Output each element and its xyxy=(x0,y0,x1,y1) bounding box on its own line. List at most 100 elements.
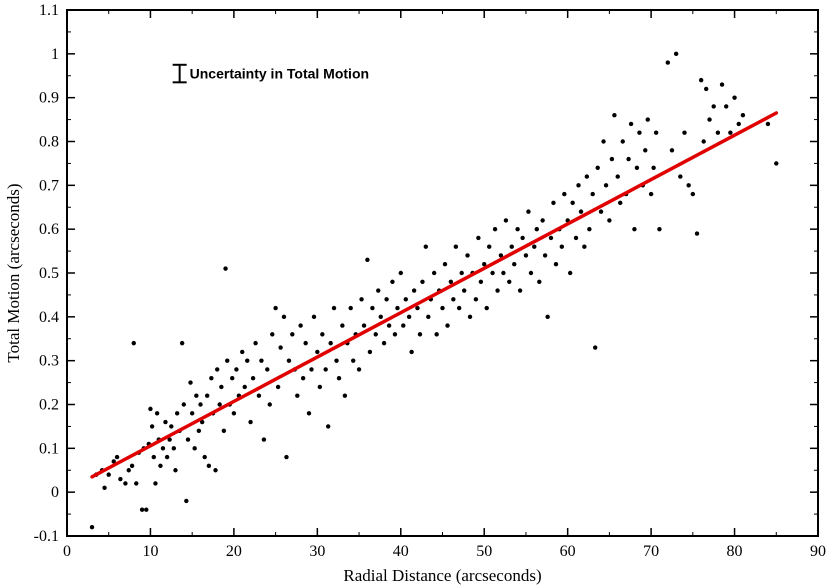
data-point xyxy=(461,288,467,293)
data-point xyxy=(160,446,166,451)
points-layer xyxy=(89,51,779,530)
data-point xyxy=(215,367,220,372)
data-point xyxy=(202,454,207,460)
data-point xyxy=(517,288,523,293)
data-point xyxy=(356,367,362,372)
data-point xyxy=(144,507,149,512)
data-point xyxy=(545,314,550,320)
data-point xyxy=(151,454,156,460)
data-point xyxy=(221,428,227,433)
data-point xyxy=(701,139,706,144)
data-point xyxy=(578,209,584,214)
data-point xyxy=(386,323,392,328)
data-point xyxy=(487,244,492,249)
data-point xyxy=(173,468,178,473)
data-point xyxy=(426,314,431,320)
data-point xyxy=(158,463,163,469)
data-point xyxy=(192,446,197,451)
data-point xyxy=(540,218,545,223)
data-point xyxy=(515,226,520,232)
data-point xyxy=(593,345,598,350)
data-point xyxy=(465,253,470,258)
fit-line-layer xyxy=(90,111,779,479)
data-point xyxy=(507,279,512,284)
data-point xyxy=(715,130,721,135)
data-point xyxy=(376,288,381,293)
data-point xyxy=(298,323,303,328)
data-point xyxy=(398,270,403,276)
data-point xyxy=(703,86,709,92)
data-point xyxy=(520,235,525,241)
data-point xyxy=(473,297,479,302)
data-point xyxy=(411,288,417,293)
data-point xyxy=(359,297,364,302)
y-axis-ticks: -0.1 0 0.1 0.2 0.3 0.4 0.5 0.6 0.7 0.8 0.9 1 1.1 xyxy=(34,2,818,545)
data-point xyxy=(645,117,650,122)
uncertainty-annotation: Uncertainty in Total Motion xyxy=(172,63,369,84)
data-point xyxy=(634,165,640,170)
data-point xyxy=(551,200,556,206)
data-point xyxy=(153,481,158,486)
data-point xyxy=(284,454,289,460)
data-point xyxy=(384,297,389,302)
data-point xyxy=(395,305,400,311)
data-point xyxy=(453,244,459,249)
data-point xyxy=(286,358,292,363)
data-point xyxy=(131,340,136,346)
data-point xyxy=(273,305,278,311)
data-point xyxy=(328,340,333,346)
data-point xyxy=(503,218,509,223)
data-point xyxy=(512,262,517,267)
data-point xyxy=(300,376,306,381)
y-tick-label: -0.1 xyxy=(34,528,59,545)
data-point xyxy=(587,226,592,232)
data-point xyxy=(311,314,317,320)
data-point xyxy=(223,266,228,271)
data-point xyxy=(336,376,342,381)
data-point xyxy=(740,113,746,118)
data-point xyxy=(240,349,245,355)
data-point xyxy=(303,340,308,346)
data-point xyxy=(528,270,534,276)
data-point xyxy=(673,51,679,57)
data-point xyxy=(149,424,155,429)
data-point xyxy=(334,358,339,363)
x-tick-label: 60 xyxy=(560,543,576,560)
data-point xyxy=(590,191,595,197)
data-point xyxy=(171,446,177,451)
data-point xyxy=(342,393,348,398)
data-point xyxy=(126,468,131,473)
data-point xyxy=(209,376,214,381)
y-tick-label: 0 xyxy=(51,484,59,501)
data-point xyxy=(415,305,420,311)
x-tick-label: 70 xyxy=(643,543,659,560)
data-point xyxy=(340,323,345,328)
data-point xyxy=(242,384,247,390)
x-tick-label: 50 xyxy=(476,543,492,560)
data-point xyxy=(234,367,239,372)
data-point xyxy=(431,270,437,276)
data-point xyxy=(403,297,408,302)
data-point xyxy=(448,279,454,284)
data-point xyxy=(351,358,356,363)
data-point xyxy=(456,305,462,311)
data-point xyxy=(728,130,733,135)
data-point xyxy=(736,121,741,127)
data-point xyxy=(270,332,275,337)
data-point xyxy=(370,305,375,311)
data-point xyxy=(607,218,612,223)
data-point xyxy=(365,257,370,263)
data-point xyxy=(665,60,670,65)
data-point xyxy=(501,270,506,276)
data-point xyxy=(643,148,648,153)
data-point xyxy=(532,244,537,249)
data-point xyxy=(174,411,180,416)
data-point xyxy=(290,332,295,337)
data-point xyxy=(256,393,262,398)
y-tick-label: 0.3 xyxy=(39,353,59,370)
data-point xyxy=(603,183,609,188)
data-point xyxy=(732,95,737,100)
data-point xyxy=(553,262,559,267)
